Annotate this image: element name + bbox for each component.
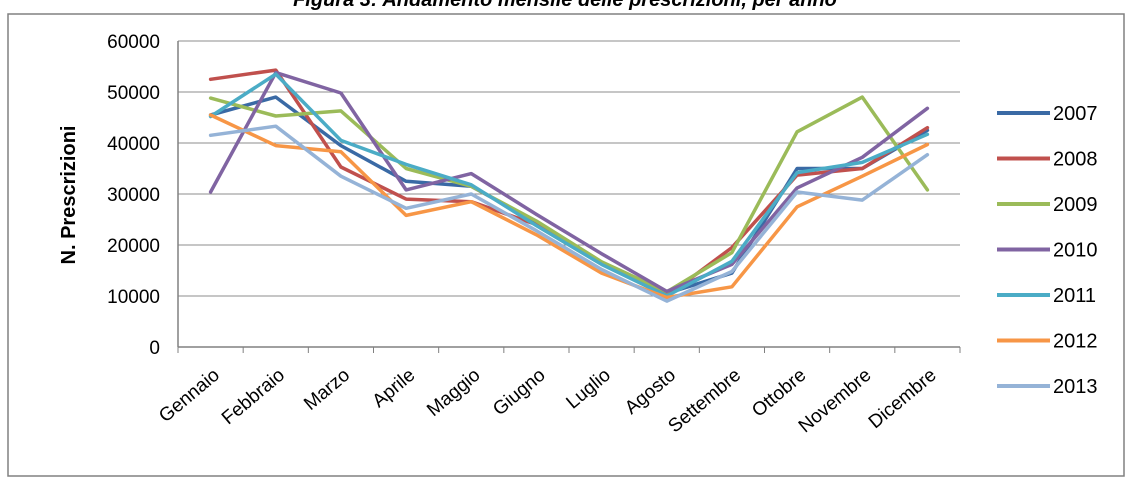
series-lines [208,68,930,303]
legend-label-2009: 2009 [1053,194,1098,216]
legend: 2007 2008 2009 2010 2011 2012 2013 [997,103,1098,398]
gridlines [177,40,961,353]
y-tick-label: 40000 [107,134,160,155]
legend-label-2012: 2012 [1053,331,1098,353]
y-tick-label: 50000 [107,83,160,104]
y-tick-label: 20000 [107,236,160,257]
series-line-2009 [208,95,930,294]
y-tick-label: 0 [149,338,160,359]
legend-label-2010: 2010 [1053,240,1098,262]
y-tick-labels: 0 10000 20000 30000 40000 50000 60000 [107,32,160,359]
series-line-2013 [208,124,930,303]
legend-label-2013: 2013 [1053,376,1098,398]
legend-label-2007: 2007 [1053,103,1098,125]
y-axis-title: N. Prescrizioni [58,126,80,265]
legend-label-2011: 2011 [1053,285,1096,307]
y-tick-label: 60000 [107,32,160,53]
chart-title: Figura 3: Andamento mensile delle prescr… [293,0,837,11]
legend-label-2008: 2008 [1053,149,1098,171]
series-line-2012 [208,113,930,300]
series-line-2011 [208,72,930,298]
y-tick-label: 30000 [107,185,160,206]
title-backdrop [0,0,1130,13]
series-line-2010 [208,70,930,294]
y-tick-label: 10000 [107,287,160,308]
